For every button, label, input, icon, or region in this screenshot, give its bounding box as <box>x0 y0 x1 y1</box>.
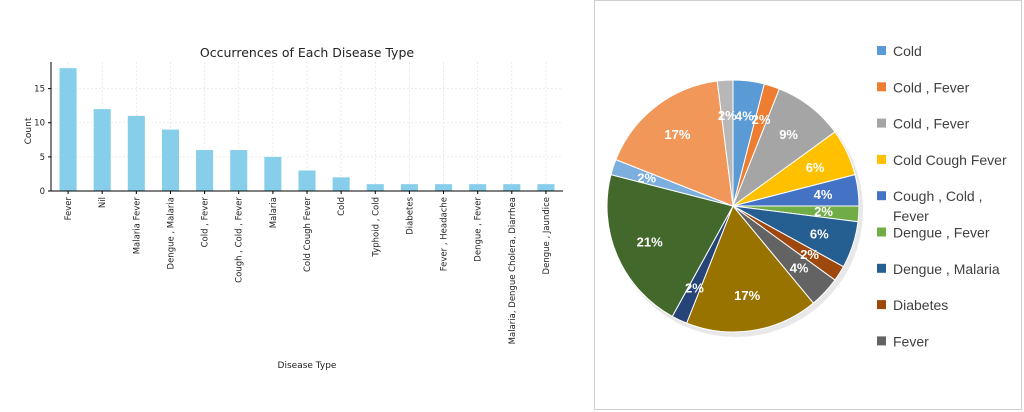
pie-legend-label: Cold <box>893 43 922 59</box>
bar-x-tick-label: Cough , Cold , Fever <box>235 197 245 283</box>
bar-x-tick-label: Malaria, Dengue Cholera, Diarrhea <box>508 197 518 344</box>
pie-slice-label: 6% <box>810 227 829 242</box>
bar-x-tick-label: Cold Cough Fever <box>303 197 313 273</box>
pie-slice-label: 4% <box>735 109 754 124</box>
bar-y-tick-label: 5 <box>40 153 45 163</box>
pie-slice-label: 4% <box>790 261 809 276</box>
pie-slice-label: 2% <box>752 112 771 127</box>
bar <box>366 184 384 191</box>
bar <box>537 184 555 191</box>
bar-x-tick-label: Dengue , Fever <box>474 197 484 262</box>
bar <box>196 150 214 191</box>
bar <box>298 170 316 191</box>
bar-y-tick-label: 0 <box>40 187 45 197</box>
bar <box>161 129 179 191</box>
pie-slice-label: 4% <box>814 187 833 202</box>
bar-chart-ylabel: Count <box>24 117 34 144</box>
pie-legend-label: Cold , Fever <box>893 116 970 132</box>
bar <box>503 184 521 191</box>
bar <box>400 184 418 191</box>
bar <box>93 109 111 191</box>
pie-slice <box>606 174 734 318</box>
bar-x-tick-label: Fever , Headache <box>440 197 450 271</box>
bar <box>332 177 350 191</box>
bar <box>230 150 248 191</box>
pie-slice-label: 17% <box>664 127 690 142</box>
pie-slice-label: 2% <box>814 204 833 219</box>
pie-legend-swatch <box>877 227 886 237</box>
pie-slice <box>716 79 734 207</box>
pie-slice <box>685 205 815 333</box>
bar-x-tick-label: Diabetes <box>405 196 415 234</box>
pie-slice-label: 2% <box>685 281 704 296</box>
pie-chart: 4%2%9%6%4%2%6%2%4%17%2%21%2%17%2% ColdCo… <box>606 43 1007 349</box>
pie-chart-panel: 4% 2% 9% 6% 4% 2% 6% 2% 4% 17% 2% 21% 2% 17% 2% Cold Co… <box>594 0 1022 410</box>
pie-legend-swatch <box>877 46 886 55</box>
bar-x-tick-label: Fever <box>64 197 74 221</box>
bar-x-tick-label: Cold , Fever <box>201 197 211 248</box>
bar <box>264 156 282 191</box>
bar <box>59 68 77 191</box>
pie-legend-swatch <box>877 118 886 128</box>
bar-x-tick-label: Malaria <box>269 197 279 228</box>
pie-slice-label: 17% <box>734 288 760 303</box>
bar-y-tick-label: 10 <box>34 119 45 129</box>
bar-chart-xlabel: Disease Type <box>278 361 337 371</box>
pie-legend-swatch <box>877 300 886 310</box>
pie-legend-label: Fever <box>893 333 929 349</box>
bar-y-tick-label: 15 <box>34 85 45 95</box>
pie-legend-swatch <box>877 191 886 201</box>
bar-chart: Occurrences of Each Disease Type 051015 … <box>24 45 563 371</box>
bar-x-tick-label: Typhoid , Cold <box>371 197 381 258</box>
bar-x-tick-label: Cold <box>337 197 347 216</box>
pie-slice-label: 9% <box>779 127 798 142</box>
pie-legend-label: Diabetes <box>893 297 948 313</box>
pie-slice <box>615 80 734 207</box>
pie-legend-swatch <box>877 154 886 164</box>
bar-chart-title: Occurrences of Each Disease Type <box>200 45 414 60</box>
pie-legend-swatch <box>877 336 886 346</box>
pie-slice-label: 6% <box>806 160 825 175</box>
bar-x-tick-label: Dengue , Malaria <box>166 197 176 269</box>
pie-slice-label: 2% <box>637 171 656 186</box>
pie-legend-label: Cold Cough Fever <box>893 152 1007 168</box>
pie-legend-swatch <box>877 263 886 273</box>
pie-legend-label: Cough , Cold , Fever <box>893 188 983 224</box>
bar <box>435 184 453 191</box>
pie-slice-label: 2% <box>800 247 819 262</box>
bar-x-tick-label: Dengue , Jaundice <box>542 197 552 274</box>
bar-chart-panel: Occurrences of Each Disease Type 0 5 10 15 … <box>24 45 563 371</box>
bar-x-tick-label: Malaria Fever <box>132 197 142 255</box>
pie-slice-label: 21% <box>637 235 663 250</box>
bar <box>127 115 145 191</box>
pie-slice-label: 2% <box>718 108 737 123</box>
pie-legend-label: Dengue , Malaria <box>893 261 1000 277</box>
bar <box>469 184 487 191</box>
pie-legend-swatch <box>877 82 886 92</box>
bar-x-tick-label: Nil <box>98 197 108 208</box>
pie-legend-label: Dengue , Fever <box>893 225 990 241</box>
pie-legend-label: Cold , Fever <box>893 79 970 95</box>
